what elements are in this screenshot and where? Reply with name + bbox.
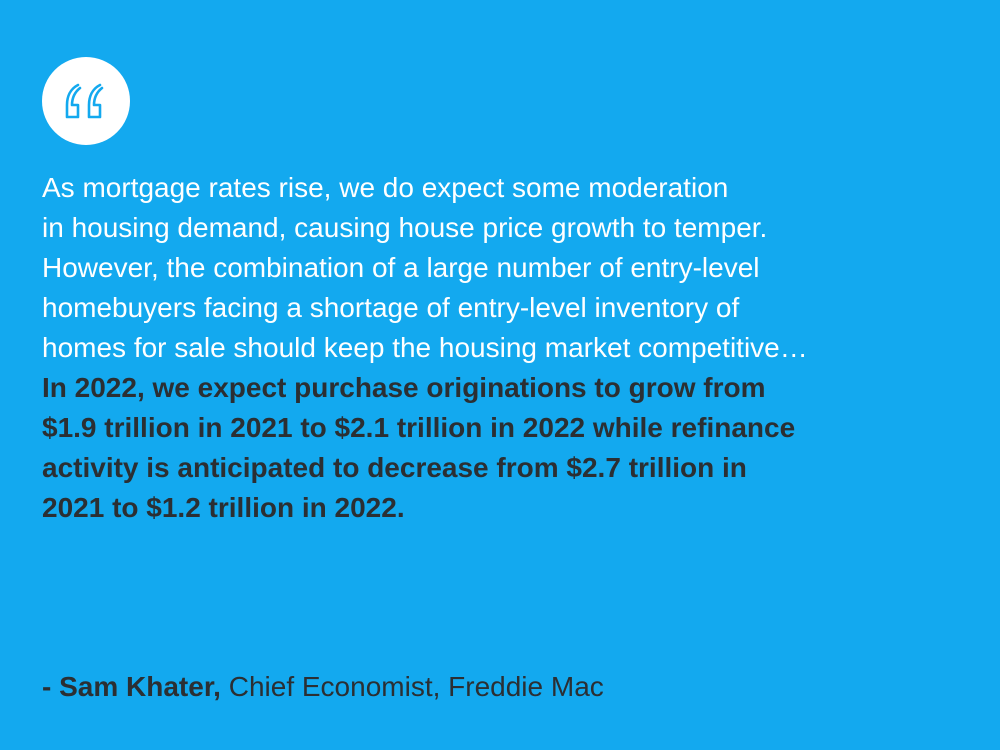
speaker-title: Chief Economist, Freddie Mac bbox=[228, 671, 604, 702]
quote-line: in housing demand, causing house price g… bbox=[42, 212, 768, 243]
quote-highlight-line: 2021 to $1.2 trillion in 2022. bbox=[42, 492, 405, 523]
speaker-name: - Sam Khater, bbox=[42, 671, 221, 702]
quote-line: homebuyers facing a shortage of entry-le… bbox=[42, 292, 740, 323]
quote-line: However, the combination of a large numb… bbox=[42, 252, 760, 283]
quote-text: As mortgage rates rise, we do expect som… bbox=[42, 168, 982, 528]
quote-mark-icon bbox=[65, 83, 104, 119]
quote-line: homes for sale should keep the housing m… bbox=[42, 332, 808, 363]
quote-highlight-line: In 2022, we expect purchase originations… bbox=[42, 372, 766, 403]
attribution: - Sam Khater, Chief Economist, Freddie M… bbox=[42, 670, 604, 704]
quote-highlight-line: activity is anticipated to decrease from… bbox=[42, 452, 747, 483]
quote-highlight-line: $1.9 trillion in 2021 to $2.1 trillion i… bbox=[42, 412, 796, 443]
quote-line: As mortgage rates rise, we do expect som… bbox=[42, 172, 729, 203]
quote-badge bbox=[42, 57, 130, 145]
